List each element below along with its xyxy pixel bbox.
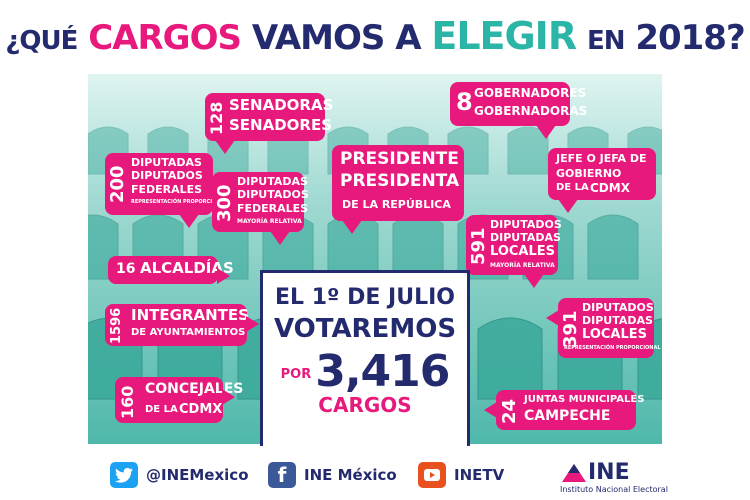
note: MAYORÍA RELATIVA bbox=[490, 262, 555, 269]
label: DIPUTADOS bbox=[582, 301, 654, 314]
label: LOCALES bbox=[582, 327, 647, 342]
label-cdmx: CDMX bbox=[590, 181, 630, 195]
label: SENADORES bbox=[229, 116, 333, 134]
count: 200 bbox=[107, 165, 128, 203]
social-footer: @INEMexico f INE México INETV INE Instit… bbox=[88, 446, 668, 500]
total-count: 3,416 bbox=[315, 346, 450, 397]
bubble-alcaldias: 16 ALCALDÍAS bbox=[108, 256, 234, 284]
note: MAYORÍA RELATIVA bbox=[237, 218, 302, 225]
count: 160 bbox=[118, 385, 137, 419]
facebook-link[interactable]: f INE México bbox=[268, 460, 397, 490]
title-word: VAMOS A bbox=[251, 18, 422, 58]
label: PRESIDENTE bbox=[340, 149, 459, 169]
label: GOBERNADORAS bbox=[474, 104, 588, 118]
label: DIPUTADAS bbox=[582, 314, 653, 327]
label: DE LA REPÚBLICA bbox=[342, 198, 451, 211]
ine-subtitle: Instituto Nacional Electoral bbox=[560, 485, 668, 494]
bubble-juntas-municipales: 24 JUNTAS MUNICIPALES CAMPECHE bbox=[484, 390, 644, 430]
ine-logo-icon bbox=[562, 464, 586, 482]
title-word: EN bbox=[586, 26, 626, 56]
label: GOBERNADORES bbox=[474, 86, 587, 100]
count: 128 bbox=[207, 101, 226, 135]
bubble-concejales: 160 CONCEJALES DE LA CDMX bbox=[115, 377, 243, 423]
note: REPRESENTACIÓN PROPORCIONAL bbox=[564, 345, 661, 351]
youtube-handle: INETV bbox=[454, 466, 505, 484]
label: DIPUTADAS bbox=[131, 156, 202, 169]
twitter-icon bbox=[110, 462, 138, 488]
bubble-diputados-federales-mr: 300 DIPUTADAS DIPUTADOS FEDERALES MAYORÍ… bbox=[212, 172, 309, 245]
bubble-diputados-locales-rp: 391 DIPUTADOS DIPUTADAS LOCALES REPRESEN… bbox=[546, 298, 661, 358]
count: 300 bbox=[214, 184, 235, 222]
label: DIPUTADAS bbox=[490, 231, 561, 244]
count: 591 bbox=[468, 227, 489, 265]
count: 24 bbox=[499, 398, 520, 424]
title-word-elegir: ELEGIR bbox=[431, 14, 577, 58]
label: DE AYUNTAMIENTOS bbox=[131, 327, 246, 338]
label: DIPUTADOS bbox=[237, 188, 309, 201]
bubble-diputados-federales-rp: 200 DIPUTADAS DIPUTADOS FEDERALES REPRES… bbox=[105, 153, 228, 228]
label: CONCEJALES bbox=[145, 381, 244, 397]
label: LOCALES bbox=[490, 244, 555, 259]
label-cdmx: CDMX bbox=[179, 402, 223, 417]
youtube-icon bbox=[418, 462, 446, 488]
twitter-link[interactable]: @INEMexico bbox=[110, 460, 249, 490]
cargos-label: CARGOS bbox=[318, 393, 412, 417]
label: DIPUTADAS bbox=[237, 175, 308, 188]
facebook-handle: INE México bbox=[304, 466, 397, 484]
bubble-gobernadores: 8 GOBERNADORES GOBERNADORAS bbox=[450, 82, 587, 139]
count: 16 bbox=[116, 261, 136, 277]
page-title: ¿QUÉ CARGOS VAMOS A ELEGIR EN 2018? bbox=[0, 14, 750, 58]
ine-logo: INE Instituto Nacional Electoral bbox=[558, 460, 668, 496]
bubble-jefe-gobierno: JEFE O JEFA DE GOBIERNO DE LA CDMX bbox=[548, 148, 656, 213]
label: JEFE O JEFA DE bbox=[556, 152, 647, 165]
count: 8 bbox=[456, 88, 473, 116]
por-label: POR bbox=[280, 367, 312, 382]
label: SENADORAS bbox=[229, 96, 334, 114]
label: DE LA bbox=[145, 404, 178, 415]
bubble-senadores: 128 SENADORAS SENADORES bbox=[205, 93, 333, 154]
title-word: ¿QUÉ bbox=[5, 26, 78, 56]
count: 391 bbox=[560, 310, 581, 348]
label: CAMPECHE bbox=[524, 408, 611, 424]
bubble-diputados-locales-mr: 591 DIPUTADOS DIPUTADAS LOCALES MAYORÍA … bbox=[466, 215, 562, 288]
label: INTEGRANTES bbox=[131, 306, 249, 324]
label: DIPUTADOS bbox=[490, 218, 562, 231]
bubble-ayuntamientos: 1596 INTEGRANTES DE AYUNTAMIENTOS bbox=[105, 304, 259, 346]
label: DE LA bbox=[556, 182, 589, 193]
title-year: 2018? bbox=[635, 18, 745, 58]
label: JUNTAS MUNICIPALES bbox=[524, 394, 645, 405]
twitter-handle: @INEMexico bbox=[146, 466, 249, 484]
label: FEDERALES bbox=[131, 183, 203, 196]
total-line: POR3,416 bbox=[263, 346, 467, 397]
date-line: EL 1º DE JULIO bbox=[275, 285, 455, 310]
label: GOBIERNO bbox=[556, 167, 622, 180]
label: FEDERALES bbox=[237, 202, 309, 215]
ine-wordmark: INE bbox=[588, 460, 630, 485]
youtube-link[interactable]: INETV bbox=[418, 460, 504, 490]
facebook-icon: f bbox=[268, 462, 296, 488]
label: PRESIDENTA bbox=[340, 171, 460, 191]
total-box: EL 1º DE JULIO VOTAREMOS POR3,416 CARGOS bbox=[260, 270, 470, 450]
count: 1596 bbox=[109, 307, 124, 344]
votaremos-line: VOTAREMOS bbox=[273, 314, 457, 344]
title-word-cargos: CARGOS bbox=[88, 18, 242, 58]
label: ALCALDÍAS bbox=[140, 259, 234, 277]
bubble-presidente: PRESIDENTE PRESIDENTA DE LA REPÚBLICA bbox=[332, 145, 464, 234]
note: REPRESENTACIÓN PROPORCIONAL bbox=[131, 199, 228, 205]
label: DIPUTADOS bbox=[131, 169, 203, 182]
